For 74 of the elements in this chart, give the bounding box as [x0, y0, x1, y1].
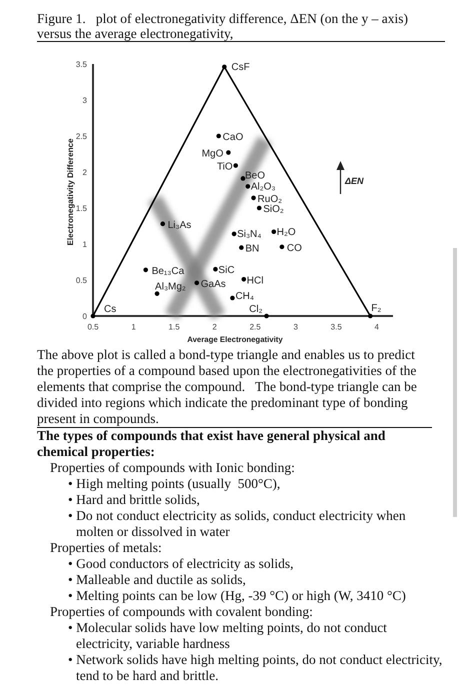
point — [160, 222, 166, 226]
text: • Good conductors of electricity as solids, — [67, 556, 295, 572]
annotation: Si₃N₄ — [237, 228, 262, 240]
point — [213, 266, 218, 272]
point — [226, 150, 231, 155]
text: • Malleable and ductile as solids, — [67, 572, 247, 588]
x-tick-label: 1 — [131, 322, 136, 332]
annotation: Be₁₃Ca — [152, 266, 185, 277]
point — [272, 229, 276, 234]
annotation: MgO — [202, 148, 224, 160]
annotation: HCl — [246, 275, 264, 286]
chart-title: Figure 1. plot of electronegativity difference, ΔEN (on the y – axis) versus the average electronegativity, — [37, 11, 445, 42]
text: Properties of metals: — [49, 540, 163, 556]
annotation: SiO₂ — [263, 204, 284, 215]
x-tick-label: 3.5 — [330, 322, 342, 332]
annotation: Al₃Mg₂ — [155, 282, 186, 293]
point — [233, 163, 238, 168]
point — [216, 134, 221, 138]
text: Properties of compounds with covalent bonding: — [49, 604, 314, 620]
text: • Melting points can be low (Hg, -39 °C) or high (W, 3410 °C) — [67, 588, 407, 604]
point — [368, 314, 373, 318]
point — [143, 268, 148, 272]
point — [242, 276, 246, 282]
annotation: F₂ — [371, 303, 382, 314]
point — [251, 196, 256, 200]
point — [280, 244, 284, 250]
y-axis-title: Electronegativity Difference — [66, 138, 75, 246]
point — [239, 245, 244, 250]
x-tick-label: 3 — [293, 322, 298, 332]
text: The types of compounds that exist have general physical and chemical properties: — [37, 428, 386, 460]
annotation: Cl₂ — [249, 304, 263, 315]
annotation: GaAs — [200, 278, 226, 290]
point — [256, 206, 262, 210]
annotation: TiO — [216, 162, 233, 173]
point — [264, 314, 269, 318]
text: Properties of compounds with Ionic bonding: — [49, 460, 296, 476]
annotation: RuO₂ — [258, 194, 282, 205]
annotation: CaO — [222, 132, 244, 143]
annotation: ΔEN — [345, 176, 364, 186]
text: The above plot is called a bond-type triangle and enables us to predict the properties of a compound based upon the electronegativities of the elements that comprise the compound. The bond-type triangle can be divided into regions which indicate the predominant type of bonding present in compounds. — [37, 347, 432, 428]
text: • Network solids have high melting points, do not conduct electricity, tend to be hard and brittle. — [67, 652, 444, 684]
annotation: BN — [245, 244, 260, 255]
y-tick-label: 1 — [82, 240, 88, 249]
annotation: Li₃As — [168, 220, 192, 231]
y-tick-label: 3 — [82, 96, 88, 105]
x-tick-label: 4 — [374, 322, 380, 332]
x-tick-label: 2 — [212, 322, 218, 332]
point — [230, 296, 235, 300]
annotation: BeO — [245, 170, 266, 182]
text: • High melting points (usually 500°C), — [67, 476, 282, 492]
y-tick-label: 1.5 — [76, 204, 88, 213]
y-tick-label: 0 — [82, 312, 88, 321]
point — [240, 176, 246, 181]
point — [232, 232, 236, 236]
annotation: CH₄ — [235, 291, 254, 302]
point — [246, 184, 250, 189]
y-tick-label: 2.5 — [76, 132, 88, 141]
y-tick-label: 2 — [82, 168, 88, 177]
x-tick-label: 1.5 — [168, 322, 180, 332]
annotation: Cs — [104, 304, 116, 315]
y-tick-label: 0.5 — [76, 276, 88, 285]
annotation: CsF — [231, 62, 250, 73]
point — [222, 64, 227, 70]
annotation: H₂O — [276, 226, 296, 238]
point — [90, 314, 96, 318]
text: • Do not conduct electricity as solids, conduct electricity when molten or dissolved in water — [67, 508, 407, 540]
annotation: Al₂O₃ — [250, 181, 276, 192]
annotation: CO — [286, 242, 302, 254]
y-tick-label: 3.5 — [76, 60, 88, 69]
text: • Hard and brittle solids, — [67, 492, 201, 508]
text: • Molecular solids have low melting points, do not conduct electricity, variable hardness — [67, 620, 388, 652]
point — [194, 280, 200, 286]
x-tick-label: 2.5 — [250, 322, 262, 332]
annotation: SiC — [218, 265, 235, 276]
